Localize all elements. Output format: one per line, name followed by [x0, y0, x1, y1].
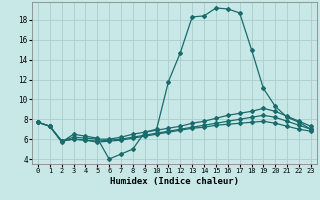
- X-axis label: Humidex (Indice chaleur): Humidex (Indice chaleur): [110, 177, 239, 186]
